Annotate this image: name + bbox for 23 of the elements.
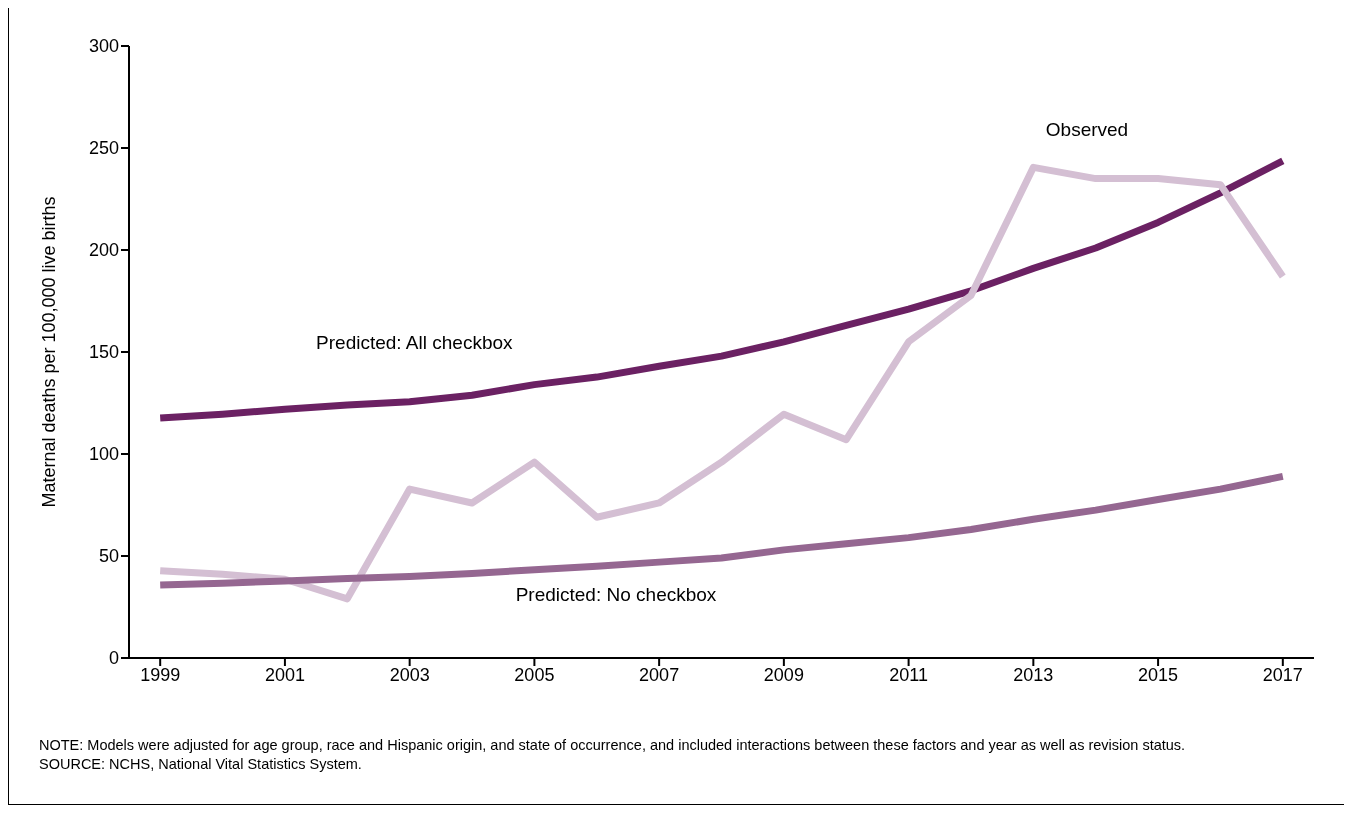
y-tick-label: 50 — [98, 546, 119, 567]
series-label: Predicted: No checkbox — [515, 584, 717, 607]
series-label: Predicted: All checkbox — [316, 331, 513, 354]
y-tick-label: 300 — [88, 36, 119, 57]
x-tick-label: 2003 — [389, 664, 430, 685]
y-tick-label: 250 — [88, 138, 119, 159]
x-tick-label: 2015 — [1138, 664, 1179, 685]
y-tick-label: 150 — [88, 342, 119, 363]
x-tick-label: 2009 — [763, 664, 804, 685]
x-tick-label: 1999 — [140, 664, 181, 685]
y-tick-label: 200 — [88, 240, 119, 261]
x-tick-label: 2017 — [1262, 664, 1303, 685]
x-tick-label: 2001 — [264, 664, 305, 685]
source-note: SOURCE: NCHS, National Vital Statistics System. — [39, 755, 363, 774]
x-tick-label: 2011 — [889, 664, 928, 685]
x-tick-label: 2013 — [1013, 664, 1054, 685]
text: NOTE: Models were adjusted for age group, race and Hispanic origin, and state of occurrence, and included interactions between these factors and year as well as revision status. — [39, 736, 1187, 755]
x-tick-label: 2005 — [514, 664, 555, 685]
y-axis-title: Maternal deaths per 100,000 live births — [39, 196, 60, 508]
x-tick-label: 2007 — [639, 664, 680, 685]
y-tick-label: 100 — [88, 444, 119, 465]
series-label: Observed — [1045, 118, 1129, 141]
y-tick-label: 0 — [108, 648, 119, 669]
